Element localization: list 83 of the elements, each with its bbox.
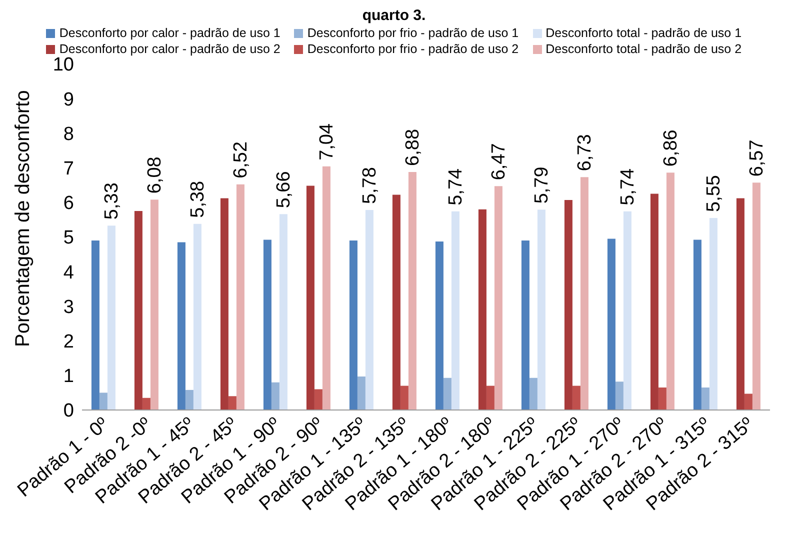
bar xyxy=(349,240,358,410)
chart-title: quarto 3. xyxy=(361,7,427,24)
bar xyxy=(91,240,100,410)
bar xyxy=(666,172,674,410)
bar xyxy=(107,226,116,410)
bar xyxy=(435,242,444,410)
data-label: 5,78 xyxy=(359,167,380,204)
bar xyxy=(494,186,502,410)
bar xyxy=(392,194,400,410)
bar xyxy=(443,378,452,410)
bar xyxy=(322,166,330,410)
bar xyxy=(150,200,158,410)
bar xyxy=(709,218,718,410)
data-label: 6,86 xyxy=(660,130,682,167)
bar xyxy=(529,378,538,410)
bar xyxy=(693,240,702,410)
bar xyxy=(185,390,194,410)
legend-label: Desconforto por calor - padrão de uso 2 xyxy=(59,42,280,56)
bar xyxy=(236,184,244,410)
bar xyxy=(658,388,666,410)
data-label: 6,88 xyxy=(402,128,424,166)
legend-label: Desconforto por calor - padrão de uso 1 xyxy=(59,26,280,40)
bar xyxy=(744,394,752,410)
bar xyxy=(736,198,744,410)
bar xyxy=(615,382,624,410)
y-tick-label: 3 xyxy=(63,296,74,318)
bar xyxy=(650,194,658,410)
bar xyxy=(701,388,710,410)
y-tick-label: 6 xyxy=(63,193,74,214)
y-tick-label: 4 xyxy=(63,262,74,284)
bar xyxy=(314,389,322,410)
bar xyxy=(486,386,494,410)
y-tick-label: 5 xyxy=(63,228,74,249)
data-label: 6,47 xyxy=(488,143,510,180)
bar xyxy=(537,210,546,410)
y-tick-label: 8 xyxy=(63,124,74,145)
legend-label: Desconforto por frio - padrão de uso 1 xyxy=(307,26,519,40)
y-tick-label: 9 xyxy=(63,89,74,110)
data-label: 6,57 xyxy=(746,140,768,177)
y-tick-label: 0 xyxy=(63,400,74,422)
bar xyxy=(564,200,572,410)
y-tick-label: 1 xyxy=(63,366,74,388)
bar xyxy=(400,386,408,410)
bar xyxy=(177,242,186,410)
bar xyxy=(142,398,150,410)
bar xyxy=(365,210,374,410)
bar xyxy=(306,186,314,410)
data-label: 5,55 xyxy=(703,174,724,212)
data-label: 6,52 xyxy=(230,141,252,178)
bar xyxy=(580,177,588,410)
bar xyxy=(271,382,280,410)
bar xyxy=(451,211,460,410)
data-label: 6,08 xyxy=(144,156,166,194)
data-label: 6,73 xyxy=(574,134,596,172)
bar xyxy=(623,211,632,410)
data-label: 5,74 xyxy=(445,168,466,206)
data-label: 5,38 xyxy=(187,180,208,218)
bar xyxy=(263,240,272,410)
bar xyxy=(357,376,366,410)
bar xyxy=(521,240,530,410)
bar xyxy=(134,211,142,410)
data-label: 5,66 xyxy=(273,171,294,208)
y-tick-label: 7 xyxy=(63,158,74,180)
bar xyxy=(607,238,616,410)
bar xyxy=(220,198,228,410)
y-axis-title: Porcentagem de desconforto xyxy=(12,90,34,347)
legend-label: Desconforto total - padrão de uso 2 xyxy=(546,42,742,56)
bar xyxy=(99,392,108,410)
legend-label: Desconforto por frio - padrão de uso 2 xyxy=(307,42,519,56)
bar xyxy=(478,209,486,410)
y-tick-label: 10 xyxy=(52,54,74,76)
data-label: 5,33 xyxy=(101,182,122,220)
bar xyxy=(279,214,288,410)
data-label: 7,04 xyxy=(316,123,338,160)
bar xyxy=(752,182,760,410)
y-tick-label: 2 xyxy=(63,332,74,353)
legend-label: Desconforto total - padrão de uso 1 xyxy=(546,26,742,40)
bar xyxy=(228,396,236,410)
bar xyxy=(193,224,202,410)
data-label: 5,79 xyxy=(531,166,552,204)
data-label: 5,74 xyxy=(617,168,638,206)
bar xyxy=(408,172,416,410)
bar xyxy=(572,386,580,410)
